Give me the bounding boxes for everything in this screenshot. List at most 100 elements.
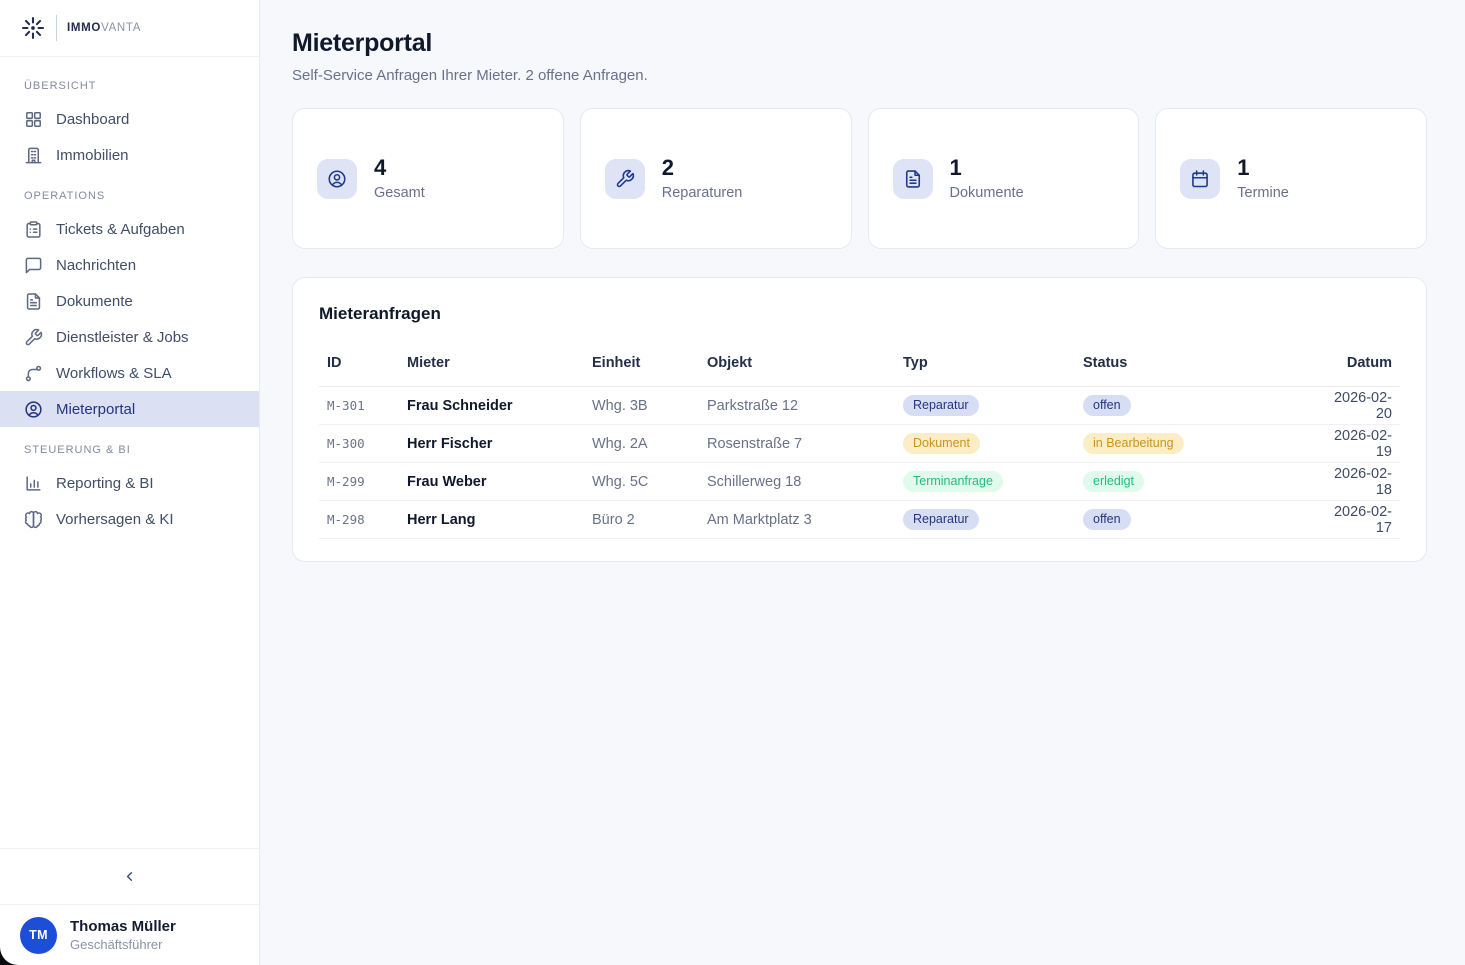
panel-title: Mieteranfragen <box>319 304 441 323</box>
sidebar-item-dokumente[interactable]: Dokumente <box>0 283 259 319</box>
stat-label: Gesamt <box>374 185 425 202</box>
sidebar-item-mieterportal[interactable]: Mieterportal <box>0 391 259 427</box>
sidebar-collapse-button[interactable] <box>115 862 145 892</box>
sidebar: IMMOVANTA ÜBERSICHT Dashboard Immobilien… <box>0 0 260 965</box>
cell-typ: Dokument <box>895 424 1075 463</box>
bar-chart-icon <box>24 474 43 493</box>
building-icon <box>24 146 43 165</box>
cell-id: M-300 <box>319 424 399 463</box>
user-circle-icon <box>317 158 357 199</box>
cell-typ: Reparatur <box>895 500 1075 539</box>
sidebar-item-workflows-sla[interactable]: Workflows & SLA <box>0 355 259 391</box>
user-profile[interactable]: TM Thomas Müller Geschäftsführer <box>0 905 259 965</box>
table-row[interactable]: M-300 Herr Fischer Whg. 2A Rosenstraße 7… <box>319 424 1400 463</box>
cell-objekt: Am Marktplatz 3 <box>699 500 895 539</box>
stat-value: 4 <box>374 154 387 180</box>
stat-label: Reparaturen <box>661 185 743 202</box>
sidebar-item-vorhersagen-ki[interactable]: Vorhersagen & KI <box>0 501 259 537</box>
branch-icon <box>24 364 43 383</box>
sidebar-item-label: Tickets & Aufgaben <box>56 220 185 238</box>
mieteranfragen-panel: Mieteranfragen ID Mieter Einheit Objekt … <box>292 277 1427 562</box>
cell-id: M-298 <box>319 500 399 539</box>
column-header-datum: Datum <box>1311 355 1400 387</box>
page-title: Mieterportal <box>292 29 433 57</box>
starburst-logo-icon <box>20 15 46 41</box>
cell-einheit: Whg. 5C <box>584 462 699 501</box>
nav-section-uebersicht: ÜBERSICHT <box>24 80 97 92</box>
cell-einheit: Büro 2 <box>584 500 699 539</box>
logo-divider <box>56 15 57 41</box>
status-badge: in Bearbeitung <box>1083 432 1184 455</box>
typ-badge: Terminanfrage <box>903 470 1003 493</box>
column-header-einheit: Einheit <box>584 355 699 387</box>
cell-mieter: Herr Fischer <box>399 424 584 463</box>
message-icon <box>24 256 43 275</box>
cell-mieter: Frau Schneider <box>399 386 584 425</box>
cell-einheit: Whg. 2A <box>584 424 699 463</box>
table-row[interactable]: M-299 Frau Weber Whg. 5C Schillerweg 18 … <box>319 462 1400 501</box>
cell-status: offen <box>1075 386 1311 425</box>
mieteranfragen-table: ID Mieter Einheit Objekt Typ Status Datu… <box>319 355 1400 539</box>
file-icon <box>24 292 43 311</box>
sidebar-item-label: Dashboard <box>56 110 130 128</box>
table-row[interactable]: M-298 Herr Lang Büro 2 Am Marktplatz 3 R… <box>319 500 1400 539</box>
user-name: Thomas Müller <box>70 917 176 935</box>
sidebar-item-label: Dokumente <box>56 292 133 310</box>
sidebar-footer: TM Thomas Müller Geschäftsführer <box>0 848 259 965</box>
sidebar-item-reporting-bi[interactable]: Reporting & BI <box>0 465 259 501</box>
stat-text: 4 Gesamt <box>374 154 425 202</box>
cell-einheit: Whg. 3B <box>584 386 699 425</box>
main-content: Mieterportal Self-Service Anfragen Ihrer… <box>260 0 1465 562</box>
cell-datum: 2026-02-17 <box>1311 500 1400 539</box>
brand-logo: IMMOVANTA <box>0 0 259 57</box>
column-header-id: ID <box>319 355 399 387</box>
stat-value: 1 <box>1237 154 1250 180</box>
cell-datum: 2026-02-20 <box>1311 386 1400 425</box>
calendar-icon <box>1180 158 1221 199</box>
brand-name-light: VANTA <box>101 22 142 34</box>
avatar: TM <box>20 916 57 954</box>
stat-label: Termine <box>1237 185 1289 202</box>
user-circle-icon <box>24 400 43 419</box>
column-header-objekt: Objekt <box>699 355 895 387</box>
sidebar-item-label: Vorhersagen & KI <box>56 510 174 528</box>
sidebar-item-immobilien[interactable]: Immobilien <box>0 137 259 173</box>
stat-value: 2 <box>661 154 674 180</box>
stat-text: 2 Reparaturen <box>661 154 743 202</box>
stats-row: 4 Gesamt 2 Reparaturen 1 Dokumente 1 Ter… <box>292 108 1427 249</box>
sidebar-item-label: Workflows & SLA <box>56 364 172 382</box>
cell-objekt: Parkstraße 12 <box>699 386 895 425</box>
stat-label: Dokumente <box>949 185 1024 202</box>
stat-card-gesamt: 4 Gesamt <box>292 108 564 249</box>
nav-section-steuerung-bi: STEUERUNG & BI <box>24 444 131 456</box>
cell-id: M-301 <box>319 386 399 425</box>
sidebar-item-dienstleister-jobs[interactable]: Dienstleister & Jobs <box>0 319 259 355</box>
typ-badge: Reparatur <box>903 394 979 417</box>
sidebar-item-nachrichten[interactable]: Nachrichten <box>0 247 259 283</box>
column-header-mieter: Mieter <box>399 355 584 387</box>
sidebar-nav: ÜBERSICHT Dashboard Immobilien OPERATION… <box>0 57 259 848</box>
sidebar-item-label: Immobilien <box>56 146 129 164</box>
wrench-icon <box>24 328 43 347</box>
cell-objekt: Rosenstraße 7 <box>699 424 895 463</box>
typ-badge: Dokument <box>903 432 980 455</box>
cell-status: erledigt <box>1075 462 1311 501</box>
cell-objekt: Schillerweg 18 <box>699 462 895 501</box>
column-header-typ: Typ <box>895 355 1075 387</box>
table-row[interactable]: M-301 Frau Schneider Whg. 3B Parkstraße … <box>319 386 1400 425</box>
file-icon <box>892 158 933 199</box>
clipboard-icon <box>24 220 43 239</box>
cell-datum: 2026-02-19 <box>1311 424 1400 463</box>
sidebar-item-dashboard[interactable]: Dashboard <box>0 101 259 137</box>
stat-card-reparaturen: 2 Reparaturen <box>579 108 852 249</box>
cell-id: M-299 <box>319 462 399 501</box>
stat-card-dokumente: 1 Dokumente <box>867 108 1140 249</box>
brand-name: IMMOVANTA <box>67 22 141 34</box>
cell-status: offen <box>1075 500 1311 539</box>
sidebar-item-tickets-aufgaben[interactable]: Tickets & Aufgaben <box>0 211 259 247</box>
cell-status: in Bearbeitung <box>1075 424 1311 463</box>
user-role: Geschäftsführer <box>70 937 163 953</box>
typ-badge: Reparatur <box>903 508 979 531</box>
sidebar-item-label: Dienstleister & Jobs <box>56 328 189 346</box>
user-info: Thomas Müller Geschäftsführer <box>70 918 176 953</box>
